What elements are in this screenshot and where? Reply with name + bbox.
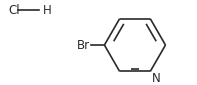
Text: Cl: Cl (8, 4, 20, 17)
Text: Br: Br (76, 39, 90, 52)
Text: N: N (152, 72, 161, 85)
Text: H: H (43, 4, 52, 17)
